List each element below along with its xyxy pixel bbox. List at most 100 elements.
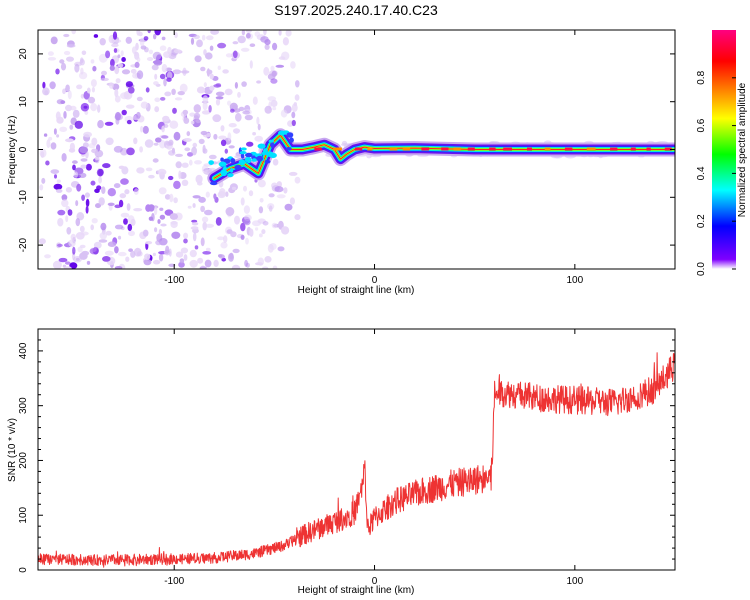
noise-blob <box>170 220 178 229</box>
noise-blob <box>109 82 114 89</box>
noise-blob <box>175 153 183 157</box>
noise-blob <box>193 115 200 123</box>
noise-blob <box>258 206 264 214</box>
noise-blob <box>231 264 241 269</box>
noise-blob <box>166 77 172 82</box>
noise-blob <box>79 244 86 249</box>
noise-blob <box>164 91 172 97</box>
noise-blob <box>145 87 150 93</box>
noise-blob <box>102 163 111 169</box>
noise-blob <box>121 57 126 62</box>
noise-blob <box>198 196 206 203</box>
noise-blob <box>159 207 164 211</box>
noise-blob <box>56 134 60 138</box>
noise-blob <box>66 227 72 235</box>
noise-blob <box>294 176 301 184</box>
noise-blob <box>98 239 108 243</box>
ridge-peak <box>646 147 651 151</box>
noise-blob <box>93 241 102 249</box>
noise-blob <box>183 238 188 244</box>
noise-blob <box>42 81 46 89</box>
noise-blob <box>161 36 166 41</box>
noise-blob <box>82 142 89 148</box>
noise-blob <box>133 247 142 257</box>
noise-blob <box>189 259 198 268</box>
noise-blob <box>49 81 56 90</box>
y-tick-label: 400 <box>18 342 29 359</box>
noise-blob <box>259 198 264 203</box>
ridge-peak <box>544 147 551 151</box>
noise-blob <box>201 216 209 223</box>
noise-blob <box>277 246 285 252</box>
noise-blob <box>67 90 72 100</box>
y-tick-label: 0 <box>18 567 29 573</box>
noise-blob <box>114 88 119 98</box>
noise-blob <box>169 193 174 203</box>
noise-blob <box>140 125 144 133</box>
noise-blob <box>125 81 133 88</box>
noise-blob <box>196 86 206 94</box>
ridge-blob <box>251 158 257 162</box>
noise-blob <box>42 87 50 96</box>
noise-blob <box>59 126 68 132</box>
noise-blob <box>194 55 202 63</box>
noise-blob <box>237 35 246 44</box>
noise-blob <box>243 205 250 214</box>
noise-blob <box>91 137 98 146</box>
noise-blob <box>193 34 200 40</box>
noise-blob <box>101 70 107 76</box>
noise-blob <box>47 57 57 61</box>
noise-blob <box>163 78 167 87</box>
noise-blob <box>80 164 87 169</box>
noise-blob <box>224 88 233 96</box>
noise-blob <box>202 251 212 255</box>
noise-blob <box>80 67 84 75</box>
noise-blob <box>200 66 206 72</box>
noise-blob <box>136 30 141 36</box>
noise-blob <box>217 236 225 241</box>
noise-blob <box>234 215 240 225</box>
x-tick-label: 0 <box>372 275 378 286</box>
noise-blob <box>148 49 154 55</box>
noise-blob <box>200 237 205 247</box>
noise-blob <box>197 181 203 186</box>
noise-blob <box>139 37 145 47</box>
colorbar-tick-label: 0.6 <box>696 118 707 132</box>
noise-blob <box>270 78 278 84</box>
x-tick-label: 100 <box>566 275 583 286</box>
y-tick-label: 300 <box>18 397 29 414</box>
noise-blob <box>208 105 212 113</box>
noise-blob <box>183 232 189 239</box>
noise-blob <box>195 174 203 184</box>
noise-blob <box>81 194 85 201</box>
noise-blob <box>45 160 50 166</box>
snr-x-ticks: -100 0 100 <box>164 329 584 587</box>
noise-blob <box>205 247 211 252</box>
noise-blob <box>244 259 249 267</box>
noise-blob <box>158 253 164 262</box>
noise-blob <box>240 234 245 240</box>
noise-blob <box>67 209 73 216</box>
noise-blob <box>183 138 192 142</box>
noise-blob <box>79 146 89 154</box>
signal-ridge <box>207 128 675 186</box>
ridge-blob <box>230 168 234 173</box>
noise-blob <box>203 82 207 88</box>
ridge-peak <box>503 147 512 151</box>
noise-blob <box>202 148 208 154</box>
colorbar-tick-label: 0.4 <box>696 166 707 180</box>
noise-blob <box>155 137 162 143</box>
noise-blob <box>100 222 107 231</box>
noise-blob <box>72 246 76 255</box>
noise-blob <box>224 148 228 154</box>
noise-blob <box>98 197 105 206</box>
noise-blob <box>65 104 72 112</box>
noise-blob <box>75 232 85 240</box>
noise-blob <box>158 228 162 235</box>
noise-blob <box>210 30 219 35</box>
noise-blob <box>268 193 275 198</box>
noise-blob <box>175 251 184 258</box>
y-tick-label: 20 <box>18 48 29 60</box>
noise-blob <box>133 188 139 196</box>
noise-blob <box>79 59 85 66</box>
